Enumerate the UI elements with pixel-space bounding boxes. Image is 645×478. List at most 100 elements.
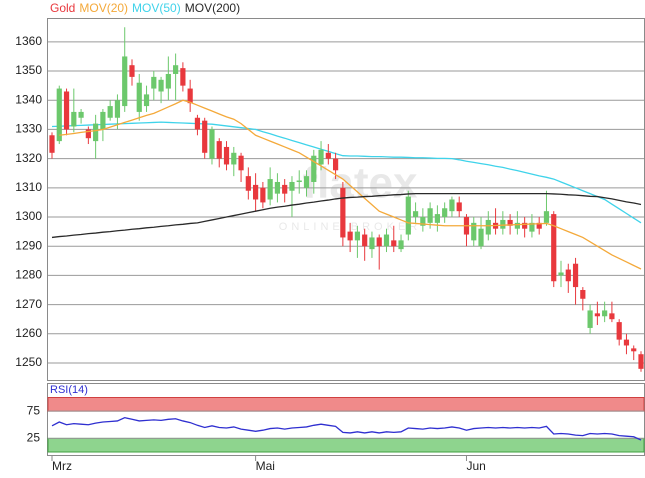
x-tick-label: Mai	[256, 459, 275, 473]
candle-body	[362, 234, 368, 247]
candle-body	[303, 176, 310, 188]
y-tick-label: 1340	[15, 92, 42, 106]
line-series	[59, 99, 642, 270]
legend-entry: MOV(20)	[79, 1, 128, 15]
candle-body	[427, 208, 433, 223]
candle-body	[631, 348, 637, 352]
candle-body	[340, 187, 346, 238]
candle-body	[449, 199, 455, 212]
candle-body	[383, 234, 390, 247]
rsi-tick-label: 25	[27, 431, 41, 445]
candle-body	[347, 231, 353, 241]
candle-body	[558, 272, 564, 276]
candle-body	[543, 211, 550, 223]
legend-entry: MOV(50)	[132, 1, 181, 15]
y-tick-label: 1350	[15, 63, 42, 77]
rsi-label: RSI(14)	[50, 384, 88, 396]
candle-body	[56, 88, 62, 142]
candle-body	[260, 187, 266, 203]
candle-body	[245, 176, 251, 191]
candle-body	[122, 56, 128, 107]
y-tick-label: 1250	[15, 355, 42, 369]
y-tick-label: 1270	[15, 297, 42, 311]
y-tick-label: 1360	[15, 34, 42, 48]
candle-body	[376, 237, 382, 247]
candle-body	[478, 228, 484, 247]
candle-body	[434, 214, 440, 223]
rsi-tick-label: 75	[27, 403, 41, 417]
candle-body	[507, 219, 513, 226]
candle-body	[514, 222, 520, 229]
candle-body	[78, 111, 84, 118]
candle-body	[173, 65, 179, 74]
candle-body	[332, 158, 339, 171]
candle-body	[282, 184, 288, 194]
candle-body	[100, 111, 106, 130]
candle-body	[85, 129, 91, 139]
candle-body	[522, 222, 528, 229]
candle-body	[325, 152, 331, 159]
candle-body	[616, 322, 622, 340]
candle-body	[93, 123, 99, 142]
candle-body	[405, 196, 411, 235]
candle-body	[71, 111, 77, 127]
candle-body	[143, 94, 150, 107]
candle-body	[369, 237, 375, 250]
candle-body	[456, 202, 462, 212]
y-tick-label: 1310	[15, 180, 42, 194]
candle-body	[442, 208, 448, 218]
candle-body	[194, 117, 201, 130]
candle-body	[49, 135, 55, 153]
candle-body	[471, 222, 477, 241]
legend-entry: Gold	[50, 1, 75, 15]
candle-body	[238, 155, 244, 171]
y-tick-label: 1260	[15, 326, 42, 340]
candle-body	[536, 222, 542, 229]
y-tick-label: 1300	[15, 209, 42, 223]
candle-body	[165, 73, 171, 89]
y-tick-label: 1320	[15, 151, 42, 165]
candles	[49, 27, 644, 372]
candle-body	[398, 240, 404, 250]
candle-body	[129, 65, 135, 77]
candle-body	[529, 222, 535, 232]
candle-body	[107, 106, 113, 118]
candle-body	[412, 211, 419, 218]
y-tick-label: 1290	[15, 238, 42, 252]
line-series	[51, 121, 642, 224]
x-tick-label: Jun	[466, 459, 485, 473]
candle-body	[209, 129, 215, 159]
candle-body	[623, 339, 630, 346]
y-tick-label: 1280	[15, 268, 42, 282]
candle-body	[594, 313, 600, 317]
line-series	[51, 416, 642, 441]
candle-body	[500, 219, 506, 229]
candle-body	[202, 120, 208, 153]
candle-body	[274, 181, 281, 194]
oversold-band	[47, 437, 645, 453]
candle-body	[587, 310, 593, 328]
candle-body	[609, 313, 615, 320]
candle-body	[151, 76, 157, 89]
candle-body	[391, 240, 397, 247]
watermark-tagline: ONLINE BROKER	[279, 221, 421, 233]
x-tick-label: Mrz	[52, 459, 72, 473]
candle-body	[187, 88, 193, 104]
candle-body	[485, 219, 491, 235]
candle-body	[216, 141, 222, 159]
candle-body	[180, 68, 186, 86]
legend-entry: MOV(200)	[185, 1, 240, 15]
candle-body	[602, 310, 608, 317]
watermark-logo: flatex	[303, 159, 418, 208]
candle-body	[231, 152, 237, 165]
candle-body	[158, 79, 164, 92]
candle-body	[551, 214, 557, 282]
candle-body	[311, 155, 317, 182]
candle-body	[565, 269, 571, 282]
line-series	[51, 193, 642, 239]
candle-body	[638, 354, 644, 369]
candle-body	[63, 91, 70, 130]
candle-body	[267, 179, 273, 200]
candle-body	[253, 184, 259, 200]
